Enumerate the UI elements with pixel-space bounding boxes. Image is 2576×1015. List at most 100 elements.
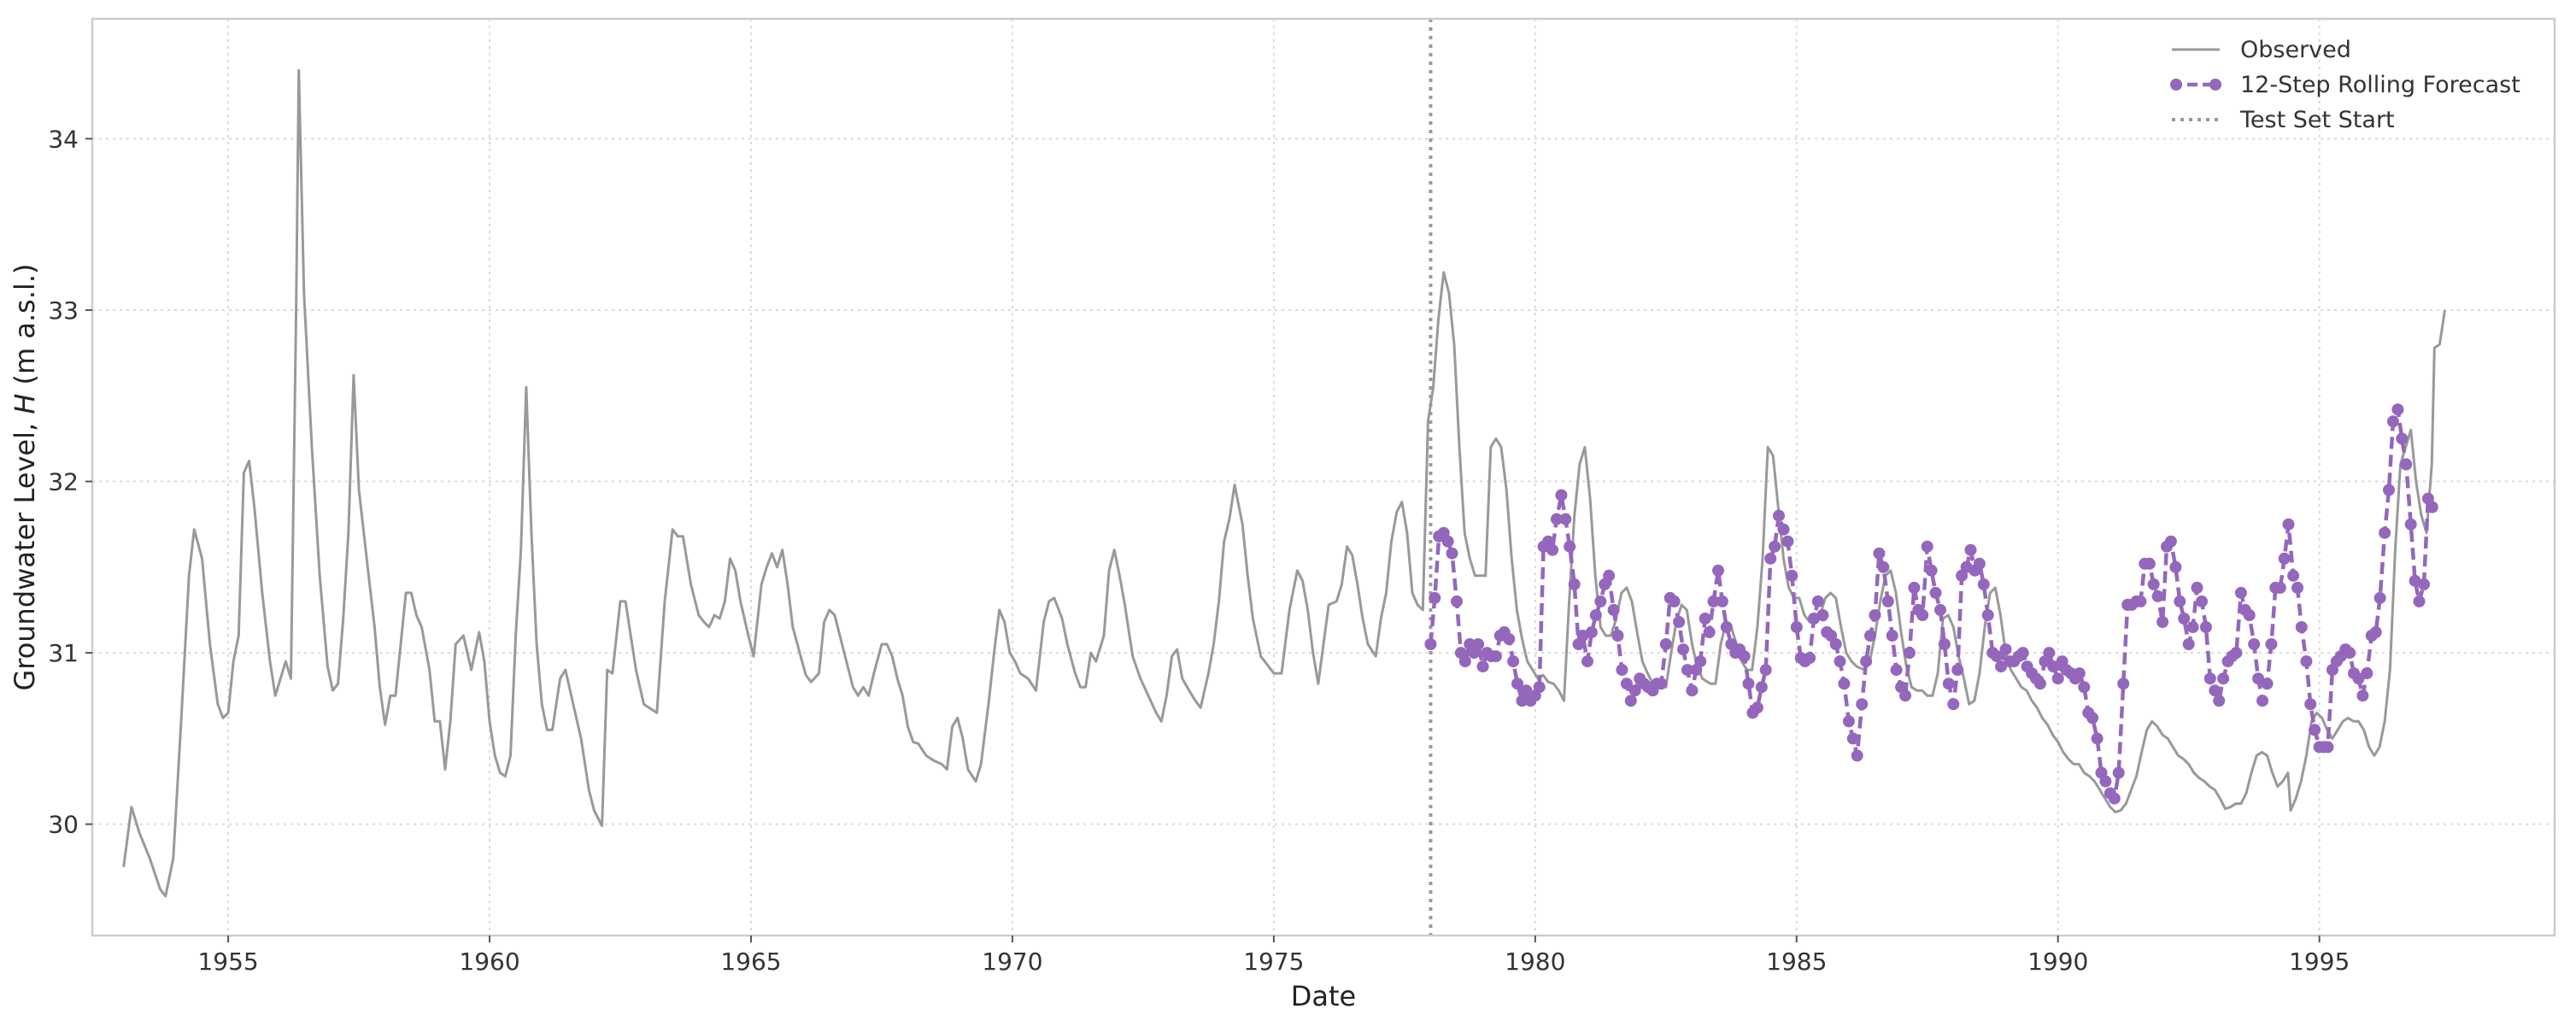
y-tick-label: 31 bbox=[48, 639, 79, 667]
forecast-point bbox=[2230, 647, 2243, 660]
forecast-point bbox=[1589, 609, 1602, 621]
forecast-point bbox=[1607, 603, 1620, 616]
forecast-point bbox=[2112, 766, 2125, 779]
forecast-point bbox=[1899, 689, 1911, 702]
x-tick-label: 1995 bbox=[2289, 948, 2350, 976]
forecast-point bbox=[1786, 569, 1799, 582]
forecast-point bbox=[1520, 684, 1533, 697]
forecast-point bbox=[1947, 698, 1960, 711]
forecast-point bbox=[1903, 647, 1916, 660]
forecast-point bbox=[2386, 415, 2399, 428]
forecast-point bbox=[1838, 678, 1851, 690]
legend: Observed 12-Step Rolling Forecast Test Set… bbox=[2170, 37, 2520, 133]
legend-marker bbox=[2209, 79, 2221, 91]
x-tick-label: 1955 bbox=[197, 948, 258, 976]
forecast-point bbox=[1995, 660, 2007, 673]
forecast-point bbox=[1458, 655, 1471, 668]
forecast-point bbox=[1568, 578, 1581, 590]
forecast-point bbox=[1673, 616, 1686, 628]
forecast-point bbox=[1842, 715, 1855, 728]
forecast-point bbox=[2217, 672, 2230, 685]
forecast-point bbox=[1677, 643, 1689, 656]
forecast-point bbox=[1429, 591, 1441, 604]
forecast-point bbox=[2321, 741, 2334, 754]
forecast-point bbox=[1738, 650, 1751, 663]
forecast-point bbox=[2356, 689, 2369, 702]
forecast-point bbox=[1873, 547, 1886, 560]
forecast-point bbox=[2391, 403, 2404, 416]
forecast-point bbox=[2051, 672, 2064, 685]
forecast-point bbox=[1503, 633, 1516, 645]
forecast-point bbox=[1742, 678, 1755, 690]
forecast-point bbox=[1581, 655, 1593, 668]
forecast-point bbox=[1804, 652, 1816, 665]
forecast-point bbox=[2396, 432, 2409, 445]
forecast-point bbox=[1564, 540, 1576, 553]
forecast-point bbox=[1942, 678, 1955, 690]
forecast-point bbox=[2261, 678, 2274, 690]
forecast-point bbox=[2274, 581, 2286, 594]
y-axis-label-part-1: Groundwater Level, bbox=[9, 414, 41, 691]
forecast-point bbox=[1712, 564, 1724, 577]
forecast-point bbox=[2248, 638, 2261, 650]
forecast-point bbox=[2199, 621, 2212, 633]
forecast-point bbox=[2282, 518, 2295, 531]
forecast-point bbox=[1476, 660, 1489, 673]
y-axis-label-symbol: H bbox=[9, 394, 41, 414]
forecast-point bbox=[1594, 595, 1607, 607]
forecast-point bbox=[1699, 613, 1711, 625]
forecast-point bbox=[1511, 678, 1523, 690]
legend-label: Test Set Start bbox=[2239, 107, 2395, 133]
forecast-point bbox=[1851, 749, 1863, 762]
forecast-point bbox=[1886, 630, 1898, 642]
forecast-point bbox=[1720, 621, 1733, 633]
y-tick-label: 34 bbox=[48, 125, 79, 153]
forecast-point bbox=[2186, 621, 2199, 633]
forecast-point bbox=[1934, 603, 1946, 616]
forecast-point bbox=[1981, 609, 1994, 621]
forecast-point bbox=[1628, 684, 1641, 697]
forecast-point bbox=[1856, 698, 1869, 711]
forecast-point bbox=[2134, 595, 2147, 607]
forecast-point bbox=[1764, 552, 1777, 565]
forecast-point bbox=[2404, 518, 2417, 531]
forecast-point bbox=[2164, 535, 2177, 548]
x-tick-label: 1970 bbox=[982, 948, 1042, 976]
forecast-point bbox=[2182, 638, 2195, 650]
forecast-point bbox=[1869, 609, 1881, 621]
forecast-point bbox=[1655, 678, 1668, 690]
forecast-point bbox=[2304, 698, 2317, 711]
forecast-point bbox=[2383, 484, 2395, 496]
forecast-point bbox=[2213, 695, 2226, 707]
forecast-point bbox=[1686, 684, 1699, 697]
forecast-point bbox=[1777, 523, 1790, 536]
forecast-point bbox=[1908, 581, 1921, 594]
forecast-point bbox=[2278, 552, 2291, 565]
forecast-point bbox=[2413, 595, 2426, 607]
forecast-point bbox=[1759, 664, 1772, 677]
forecast-point bbox=[2151, 590, 2164, 602]
forecast-point bbox=[2234, 586, 2247, 599]
forecast-point bbox=[1611, 630, 1624, 642]
forecast-point bbox=[1811, 595, 1824, 607]
forecast-point bbox=[1555, 489, 1568, 502]
forecast-point bbox=[2108, 792, 2121, 805]
forecast-point bbox=[1769, 540, 1781, 553]
forecast-point bbox=[2169, 560, 2182, 573]
forecast-point bbox=[2287, 569, 2300, 582]
forecast-point bbox=[1773, 509, 1785, 522]
forecast-point bbox=[1659, 638, 1672, 650]
y-tick-label: 32 bbox=[48, 468, 79, 496]
forecast-point bbox=[1816, 609, 1829, 621]
x-axis-label: Date bbox=[1291, 980, 1356, 1012]
forecast-point bbox=[2143, 557, 2156, 570]
forecast-point bbox=[2291, 581, 2303, 594]
forecast-point bbox=[1829, 638, 1842, 650]
x-tick-label: 1965 bbox=[720, 948, 781, 976]
forecast-point bbox=[2043, 647, 2056, 660]
forecast-point bbox=[1999, 643, 2012, 656]
forecast-point bbox=[1516, 695, 1529, 707]
forecast-point bbox=[1707, 595, 1720, 607]
